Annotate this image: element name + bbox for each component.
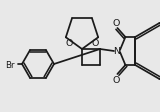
Text: O: O xyxy=(113,18,120,27)
Text: O: O xyxy=(91,38,99,47)
Text: Br: Br xyxy=(5,60,15,69)
Text: O: O xyxy=(113,76,120,85)
Text: N: N xyxy=(113,47,120,56)
Text: O: O xyxy=(65,38,73,47)
